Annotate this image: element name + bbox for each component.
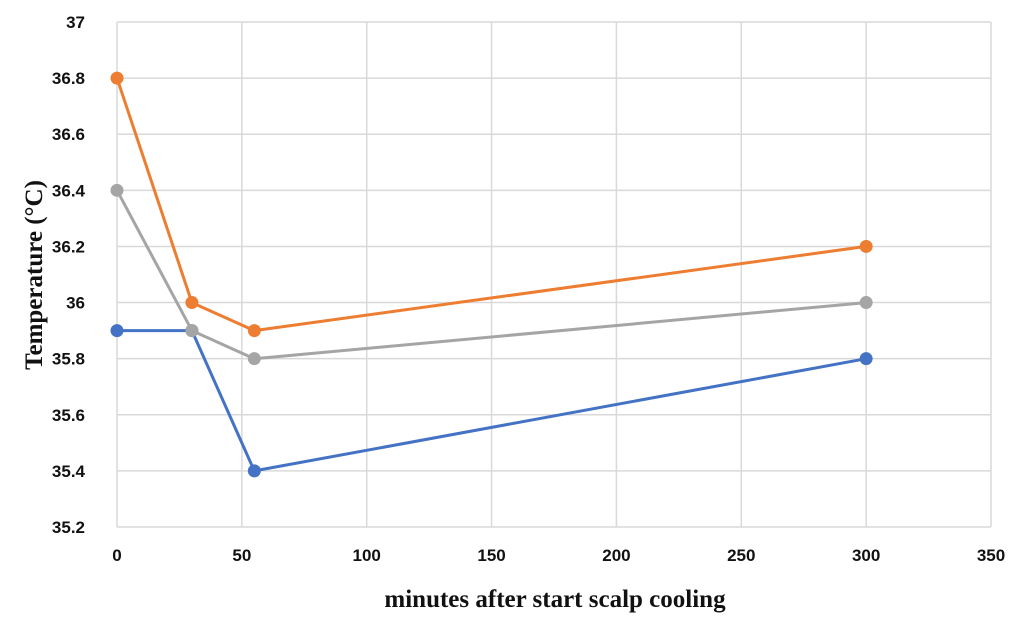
- x-tick-label: 350: [977, 546, 1005, 565]
- data-point: [859, 296, 873, 310]
- data-point: [110, 183, 124, 197]
- x-tick-label: 0: [112, 546, 121, 565]
- y-tick-label: 36: [66, 294, 85, 313]
- series-layer: [110, 71, 873, 478]
- x-tick-label: 300: [852, 546, 880, 565]
- y-tick-label: 35.4: [52, 462, 86, 481]
- x-tick-label: 50: [232, 546, 251, 565]
- series-line: [115, 189, 867, 361]
- x-axis-title: minutes after start scalp cooling: [384, 586, 726, 613]
- series-line: [117, 329, 867, 473]
- y-tick-label: 35.8: [52, 350, 85, 369]
- data-point: [859, 239, 873, 253]
- series-2: [110, 71, 873, 338]
- y-tick-label: 35.6: [52, 406, 85, 425]
- y-tick-label: 36.6: [52, 125, 85, 144]
- y-axis-title: Temperature (°C): [21, 180, 48, 370]
- series-3: [110, 183, 873, 366]
- y-tick-label: 35.2: [52, 518, 85, 537]
- data-point: [247, 352, 261, 366]
- grid-lines: [116, 21, 992, 528]
- tick-labels: 35.2 35.4 35.6 35.8 36 36.2 36.4 36.6 36.8 37 0 50 1…: [52, 13, 1005, 565]
- data-point: [110, 324, 124, 338]
- data-point: [859, 352, 873, 366]
- data-point: [247, 464, 261, 478]
- x-tick-label: 200: [602, 546, 630, 565]
- data-point: [185, 296, 199, 310]
- data-point: [185, 324, 199, 338]
- x-tick-label: 100: [353, 546, 381, 565]
- x-tick-label: 250: [727, 546, 755, 565]
- data-point: [247, 324, 261, 338]
- x-tick-label: 150: [477, 546, 505, 565]
- y-tick-label: 36.2: [52, 237, 85, 256]
- y-tick-label: 36.8: [52, 69, 85, 88]
- data-point: [110, 71, 124, 85]
- y-tick-label: 36.4: [52, 181, 86, 200]
- y-tick-label: 37: [66, 13, 85, 32]
- series-line: [115, 77, 867, 333]
